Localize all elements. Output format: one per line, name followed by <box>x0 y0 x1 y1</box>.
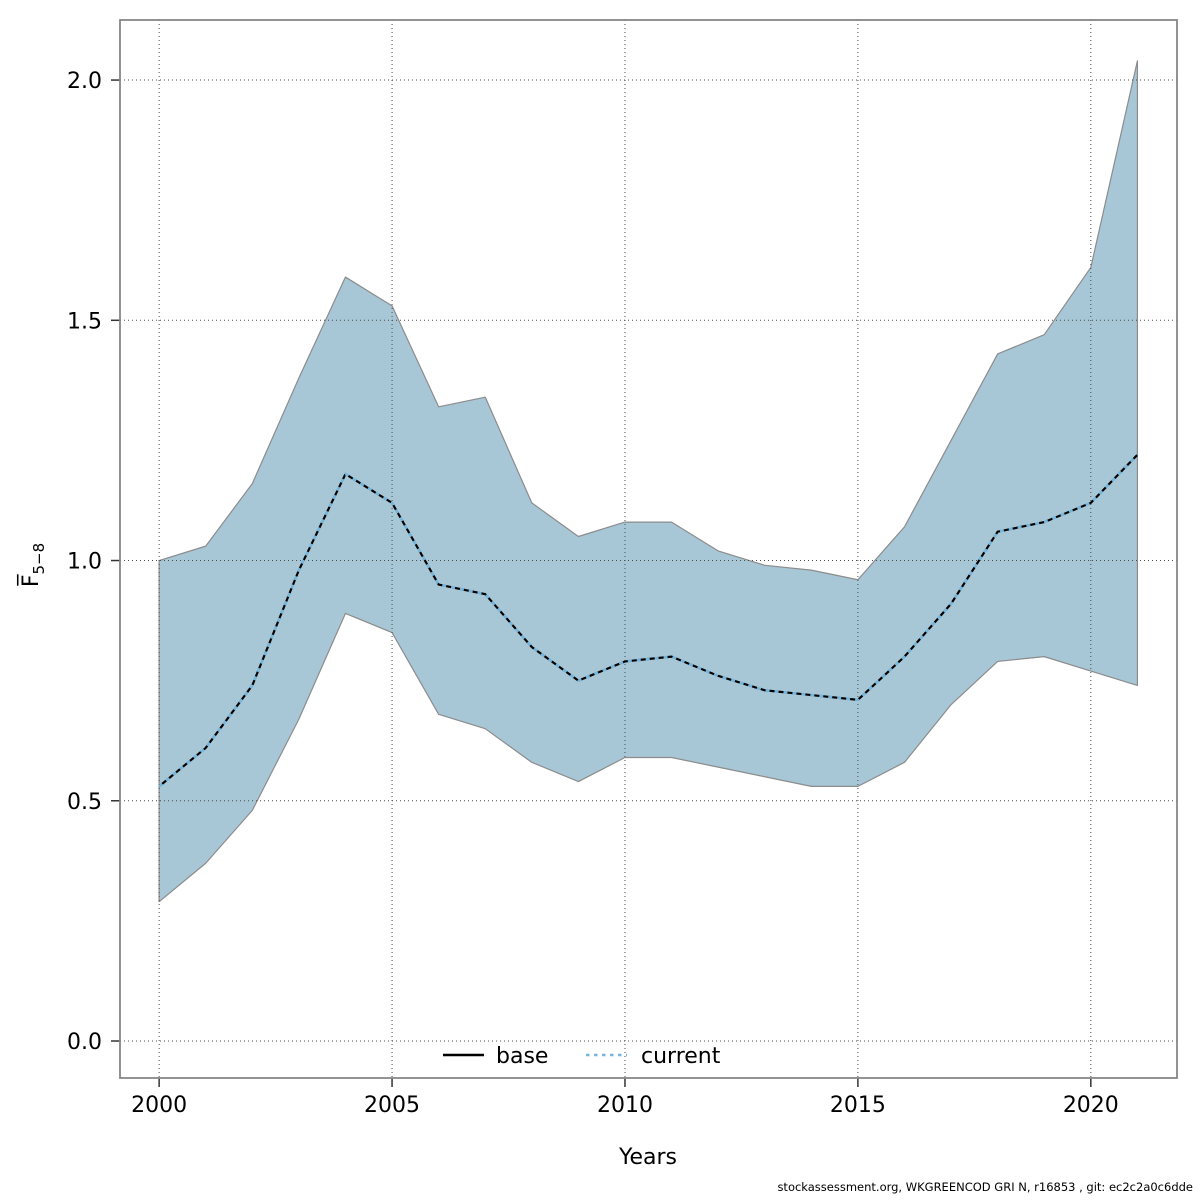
y-tick-label: 2.0 <box>67 69 102 94</box>
y-tick-label: 0.5 <box>67 790 102 815</box>
plot-border <box>119 19 1178 1079</box>
y-axis-title: F̅5−8 <box>17 543 48 587</box>
legend: base current <box>443 1044 721 1069</box>
current-line <box>158 453 1139 788</box>
x-tick-label: 2020 <box>1063 1093 1119 1118</box>
gridline-layer <box>120 20 1177 1078</box>
series-line-layer <box>158 453 1139 788</box>
legend-base-label: base <box>496 1044 548 1069</box>
x-tick-label: 2010 <box>597 1093 653 1118</box>
confidence-band-layer <box>158 60 1139 903</box>
y-tick-label: 1.5 <box>67 309 102 334</box>
legend-current-label: current <box>641 1044 721 1069</box>
y-tick-label: 1.0 <box>67 550 102 575</box>
confidence-band <box>158 60 1139 903</box>
x-tick-label: 2015 <box>830 1093 886 1118</box>
y-axis-title-main: F̅ <box>17 573 44 587</box>
x-tick-label: 2005 <box>364 1093 420 1118</box>
y-axis-title-subscript: 5−8 <box>30 543 48 575</box>
y-tick-label: 0.0 <box>67 1030 102 1055</box>
axis-tick-layer: 2000 2005 2010 2015 2020 0.0 0.5 1.0 1.5 2.0 <box>67 69 1119 1118</box>
x-tick-label: 2000 <box>131 1093 187 1118</box>
footer-attribution: stockassessment.org, WKGREENCOD GRI N, r… <box>777 1180 1193 1194</box>
x-axis-title: Years <box>618 1145 677 1170</box>
